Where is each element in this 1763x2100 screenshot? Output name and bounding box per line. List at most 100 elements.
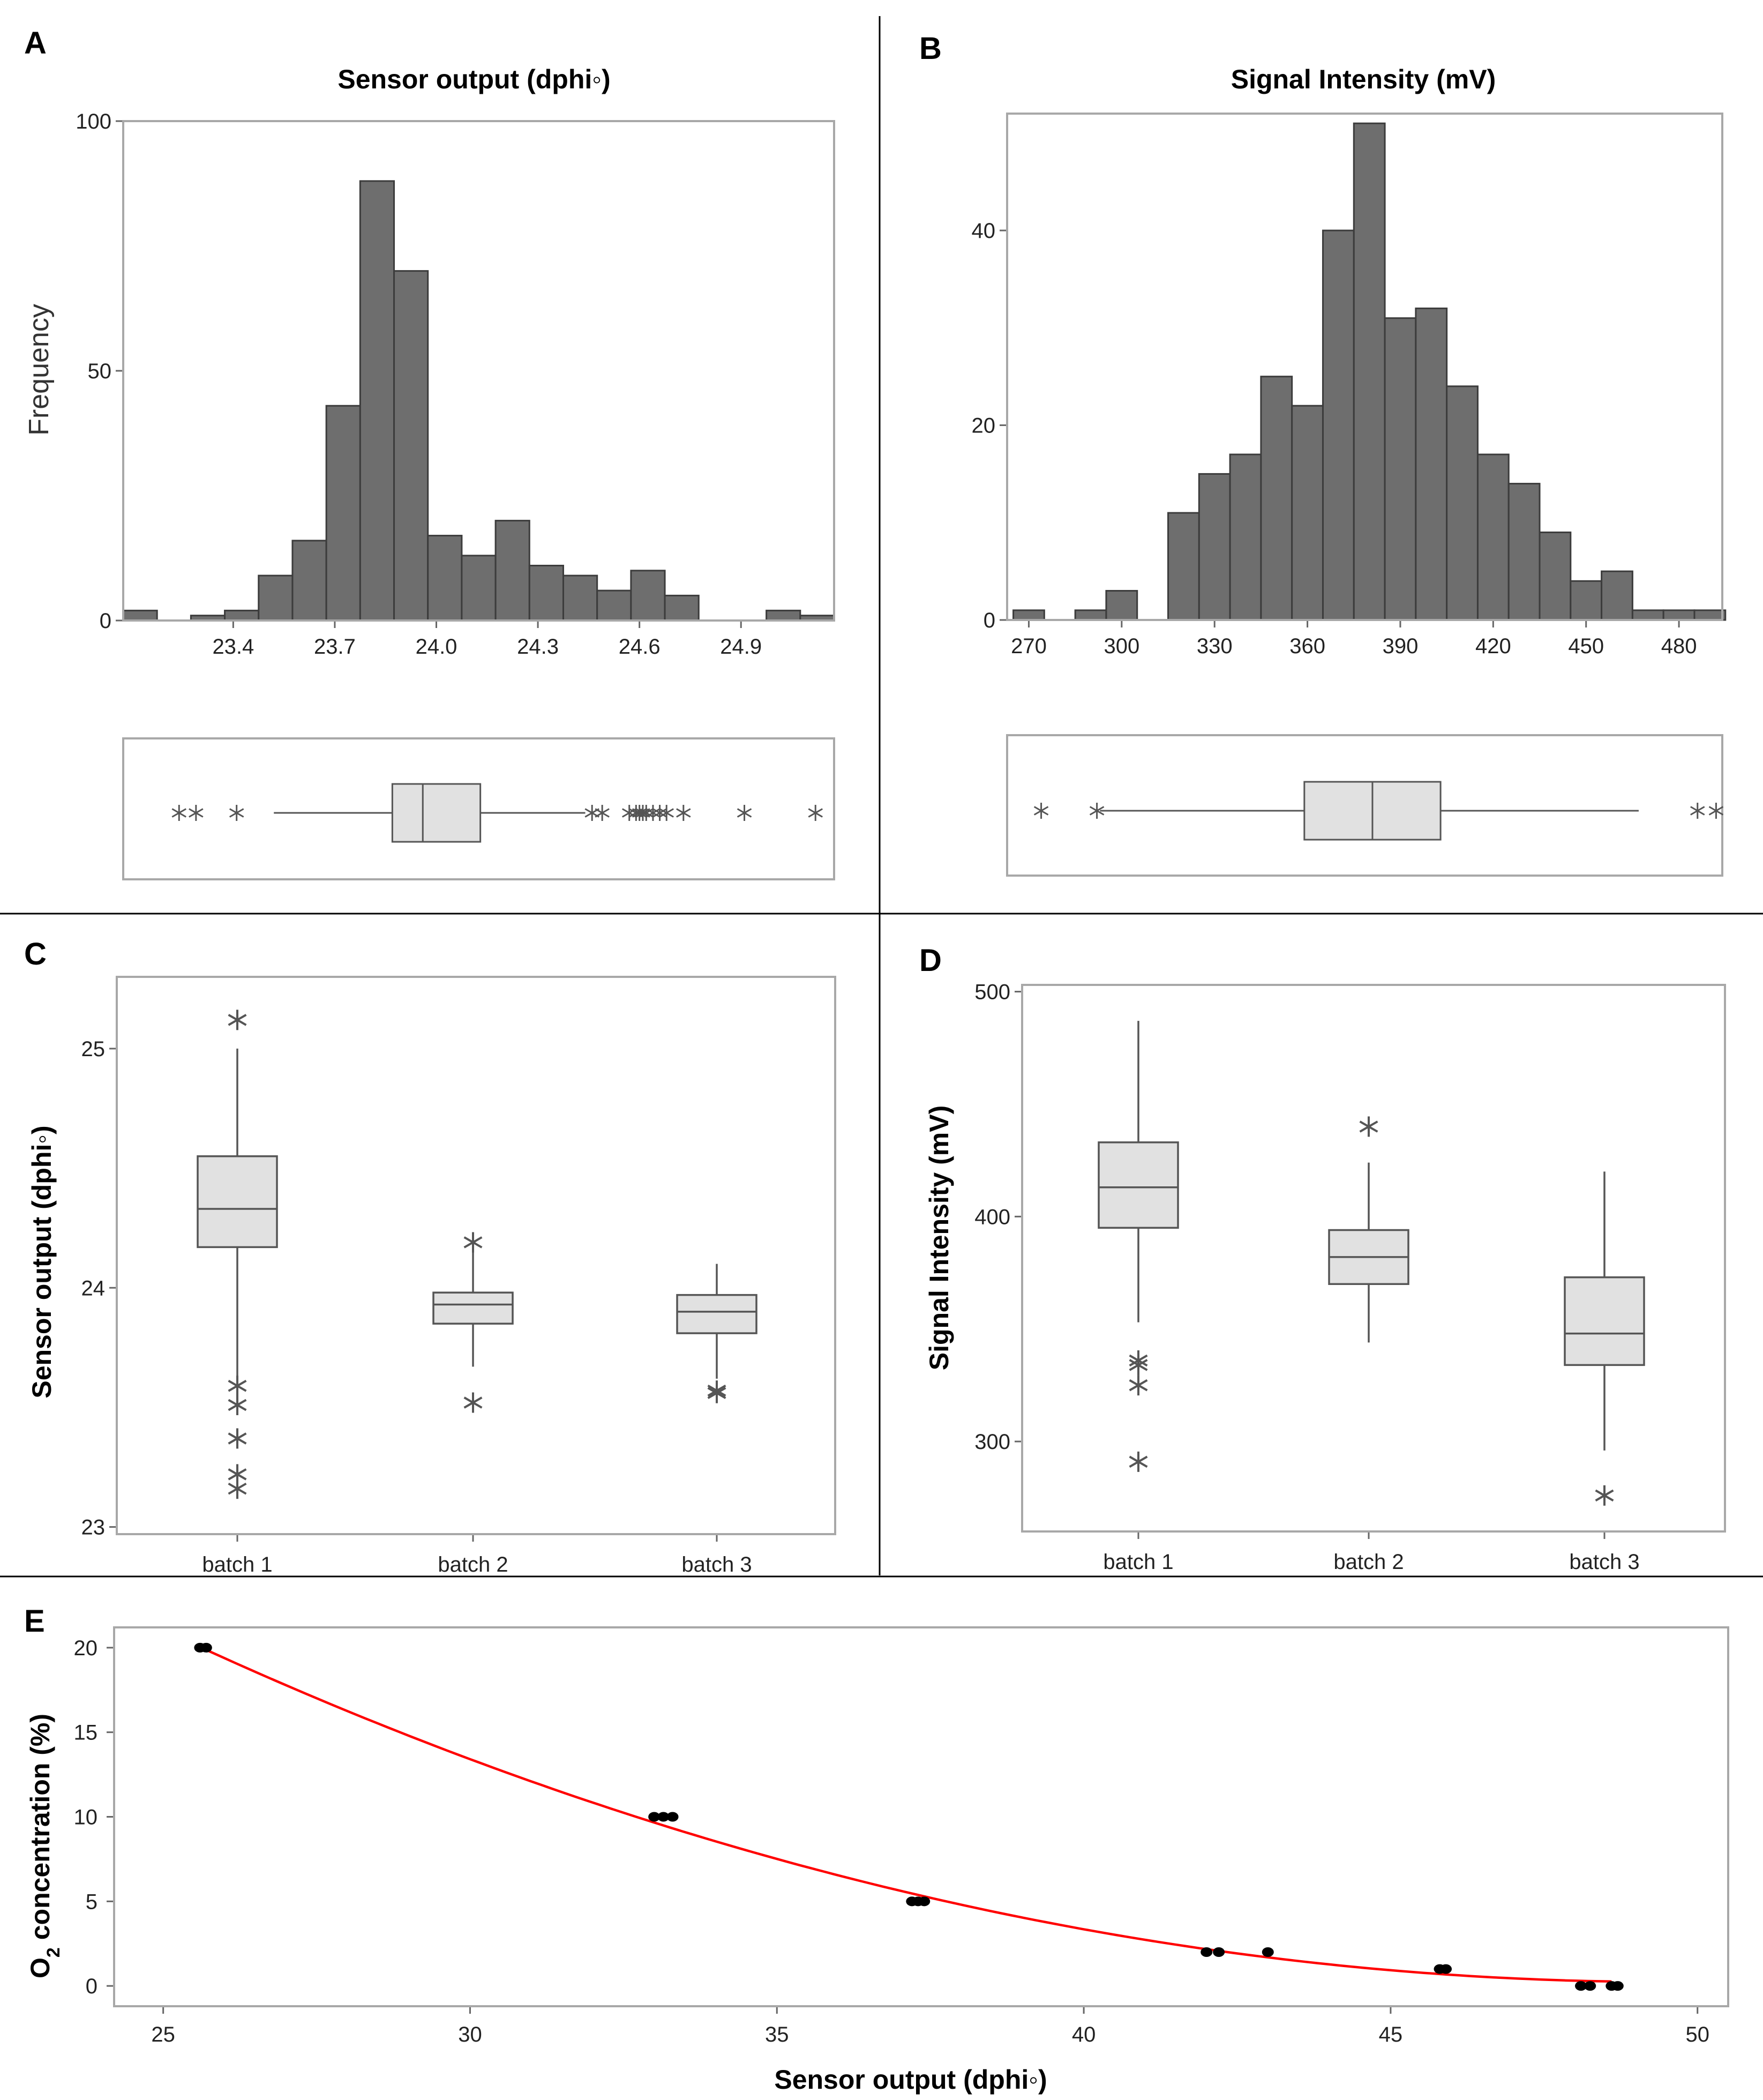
histogram-bar (1662, 609, 1696, 621)
y-tick-label: 0 (100, 609, 111, 633)
histogram-bar (562, 574, 598, 622)
scatter-point (1262, 1947, 1274, 1957)
box-outlier (1033, 803, 1049, 819)
category-label: batch 3 (681, 1553, 752, 1576)
box-outlier (652, 805, 667, 821)
y-tick-label: 100 (76, 110, 111, 133)
box-outlier (171, 805, 187, 821)
panel-e-y-axis-label: O2 concentration (%) (25, 1714, 64, 1978)
histogram-bar (224, 609, 260, 622)
box-outlier (228, 1394, 247, 1415)
scatter-point (1611, 1981, 1624, 1991)
histogram-bar (494, 520, 530, 622)
y-tick-label: 10 (74, 1806, 98, 1829)
box-outlier (1129, 1355, 1148, 1376)
histogram-bar (1476, 453, 1510, 621)
y-tick-label: 20 (972, 414, 996, 438)
histogram-bar (1167, 512, 1200, 621)
panel-b-horizontal-boxplot (1033, 781, 1724, 841)
histogram-bar (461, 555, 497, 622)
histogram-bar (1415, 307, 1448, 621)
panel-d-boxplots (1098, 1021, 1645, 1506)
panel-a-y-axis-label: Frequency (24, 304, 55, 436)
x-tick-label: 360 (1289, 634, 1325, 658)
panel-a-plot-frame (122, 120, 835, 622)
x-tick-label: 270 (1011, 634, 1047, 658)
histogram-bar (393, 270, 429, 622)
x-tick-label: 45 (1379, 2023, 1403, 2046)
box-iqr (432, 1291, 514, 1325)
x-tick-label: 24.6 (619, 635, 661, 659)
y-tick-label: 0 (86, 1975, 97, 1998)
panel-b-letter: B (919, 31, 942, 66)
panel-c-ticks: 23 24 25 batch 1 batch 2 batch 3 (81, 1037, 752, 1576)
x-tick-label: 24.9 (720, 635, 762, 659)
fit-curve-line (199, 1646, 1612, 1983)
y-tick-label: 40 (972, 219, 996, 243)
y-tick-label: 0 (984, 609, 995, 632)
box-outlier (595, 805, 610, 821)
histogram-bar (258, 574, 294, 622)
category-label: batch 1 (202, 1553, 272, 1576)
box-outlier (646, 805, 661, 821)
panel-b: B Signal Intensity (mV) 270 300 330 360 390 4… (919, 31, 1727, 877)
histogram-bar (427, 535, 463, 622)
y-tick-label: 5 (86, 1890, 97, 1914)
box-iqr (391, 783, 482, 843)
panel-e: E O2 concentration (%) Sensor output (dp… (24, 1604, 1729, 2095)
histogram-bar (122, 609, 158, 622)
y-tick-label: 300 (974, 1430, 1010, 1454)
panel-c-boxplots (197, 1010, 757, 1499)
panel-a: A Sensor output (dphi◦) Frequency 23.4 23… (24, 26, 835, 880)
scatter-point (200, 1642, 212, 1653)
histogram-bar (630, 570, 666, 622)
x-tick-label: 24.0 (416, 635, 457, 659)
category-label: batch 1 (1103, 1550, 1173, 1574)
box-outlier (584, 805, 599, 821)
panel-e-fit-curve (199, 1646, 1612, 1983)
box-outlier (228, 1376, 247, 1396)
histogram-bar (1074, 609, 1107, 621)
panel-b-ticks: 270 300 330 360 390 420 450 480 0 20 40 (972, 219, 1697, 658)
box-outlier (737, 805, 752, 821)
y-tick-label: 23 (81, 1516, 106, 1539)
box-outlier (463, 1392, 483, 1413)
box-iqr (1098, 1141, 1179, 1229)
histogram-bar (359, 180, 395, 622)
histogram-bar (1446, 385, 1479, 621)
histogram-bar (1631, 609, 1664, 621)
panel-d-letter: D (919, 943, 942, 978)
panel-d-plot-frame (1021, 984, 1726, 1533)
panel-e-scatter-points (194, 1642, 1624, 1991)
y-tick-label: 25 (81, 1037, 106, 1061)
scatter-point (1440, 1964, 1452, 1974)
category-label: batch 2 (438, 1553, 508, 1576)
panel-a-ticks: 23.4 23.7 24.0 24.3 24.6 24.9 0 50 100 (76, 110, 762, 659)
panel-e-x-axis-label: Sensor output (dphi◦) (774, 2065, 1047, 2095)
box-outlier (1359, 1116, 1378, 1137)
histogram-bar (664, 594, 700, 622)
histogram-bar (1198, 473, 1231, 621)
panel-c-y-axis-label: Sensor output (dphi◦) (27, 1125, 57, 1398)
panel-b-boxplot-frame (1006, 734, 1723, 877)
histogram-bar (1507, 483, 1541, 621)
histogram-bar (325, 405, 361, 622)
histogram-bar (1260, 376, 1293, 621)
y-tick-label: 20 (74, 1636, 98, 1660)
box-outlier (1089, 803, 1105, 819)
panel-d: D Signal Intensity (mV) 300 400 500 batch 1… (919, 943, 1726, 1574)
y-tick-label: 500 (974, 981, 1010, 1004)
histogram-bar (291, 540, 327, 622)
category-label: batch 2 (1333, 1550, 1404, 1574)
panel-e-plot-frame (113, 1626, 1729, 2007)
histogram-bar (1012, 609, 1045, 621)
box-iqr (676, 1294, 757, 1334)
box-outlier (676, 805, 691, 821)
panel-c-letter: C (24, 937, 47, 971)
panel-e-ticks: 25 30 35 40 45 50 0 5 10 15 20 (74, 1636, 1709, 2046)
x-tick-label: 450 (1568, 634, 1604, 658)
histogram-bar (1353, 122, 1386, 621)
x-tick-label: 30 (458, 2023, 482, 2046)
histogram-bar (1570, 580, 1603, 621)
